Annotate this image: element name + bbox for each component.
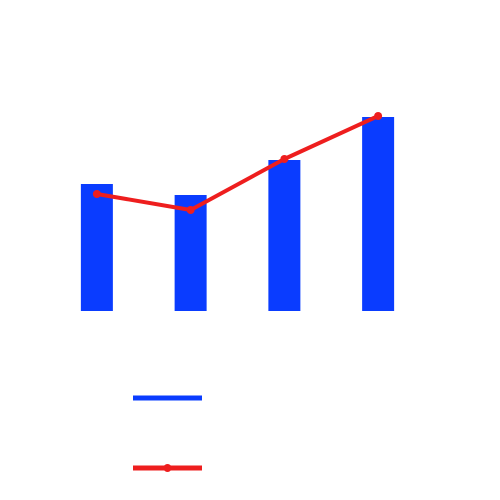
bar-2 <box>174 195 207 311</box>
bar-4 <box>362 117 395 311</box>
legend-marker-2 <box>163 464 172 472</box>
line-series <box>92 112 383 214</box>
bar-3 <box>268 160 301 311</box>
bar-1 <box>80 184 113 311</box>
line-point-1 <box>92 190 101 198</box>
legend <box>133 395 202 472</box>
trend-line <box>94 114 381 212</box>
line-point-4 <box>374 112 383 120</box>
bar-series <box>80 117 395 311</box>
line-point-2 <box>186 206 195 214</box>
line-point-3 <box>280 155 289 163</box>
